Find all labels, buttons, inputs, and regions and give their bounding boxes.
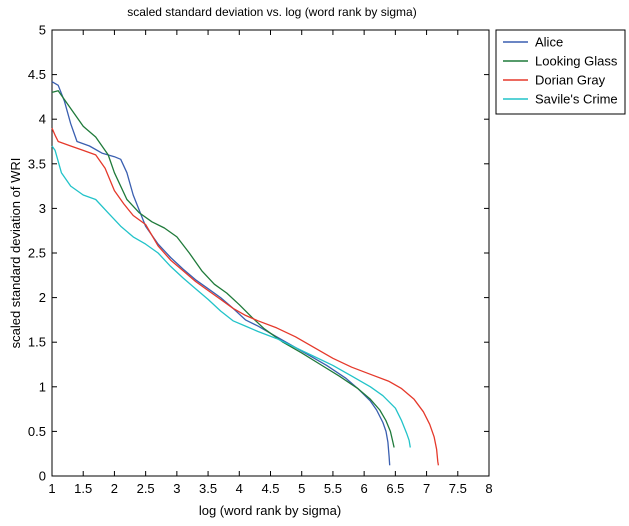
legend: Alice Looking Glass Dorian Gray Savile's Cr…: [495, 29, 626, 115]
x-tick-label: 1: [48, 481, 55, 496]
x-tick-label: 6: [361, 481, 368, 496]
legend-label: Looking Glass: [535, 54, 618, 69]
series-line-savile-s-crime: [51, 145, 411, 448]
legend-box: [495, 29, 626, 115]
x-tick-label: 8: [485, 481, 492, 496]
y-tick-label: 0.5: [28, 424, 46, 439]
x-axis-label: log (word rank by sigma): [199, 503, 341, 518]
x-tick-label: 5: [298, 481, 305, 496]
x-axis-ticks: 1 1.5 2 2.5 3 3.5 4 4.5 5 5.5 6 6.5 7 7.5 8: [48, 30, 493, 496]
x-tick-label: 1.5: [74, 481, 92, 496]
x-tick-label: 3.5: [199, 481, 217, 496]
x-tick-label: 4.5: [261, 481, 279, 496]
legend-label: Savile's Crime: [535, 92, 618, 107]
x-tick-label: 2.5: [137, 481, 155, 496]
x-tick-label: 6.5: [386, 481, 404, 496]
x-tick-label: 4: [236, 481, 243, 496]
y-tick-label: 1: [39, 379, 46, 394]
y-tick-label: 0: [39, 469, 46, 484]
y-tick-label: 4.5: [28, 67, 46, 82]
series-line-looking-glass: [51, 90, 395, 448]
x-tick-label: 3: [173, 481, 180, 496]
x-tick-label: 2: [111, 481, 118, 496]
y-tick-label: 5: [39, 23, 46, 38]
legend-label: Alice: [535, 35, 563, 50]
y-tick-label: 4: [39, 112, 46, 127]
x-tick-label: 7.5: [449, 481, 467, 496]
y-axis-label: scaled standard deviation of WRI: [8, 158, 23, 349]
y-tick-label: 3.5: [28, 156, 46, 171]
y-tick-label: 3: [39, 201, 46, 216]
y-tick-label: 2.5: [28, 246, 46, 261]
x-tick-label: 7: [423, 481, 430, 496]
series-line-dorian-gray: [51, 127, 440, 466]
legend-label: Dorian Gray: [535, 73, 606, 88]
y-axis-ticks: 0 0.5 1 1.5 2 2.5 3 3.5 4 4.5 5: [28, 23, 489, 484]
chart-title: scaled standard deviation vs. log (word …: [127, 5, 416, 19]
series-line-alice: [51, 81, 391, 466]
plot-area-frame: [51, 29, 490, 477]
y-tick-label: 2: [39, 290, 46, 305]
y-tick-label: 1.5: [28, 335, 46, 350]
series-lines: [51, 81, 440, 466]
x-tick-label: 5.5: [324, 481, 342, 496]
